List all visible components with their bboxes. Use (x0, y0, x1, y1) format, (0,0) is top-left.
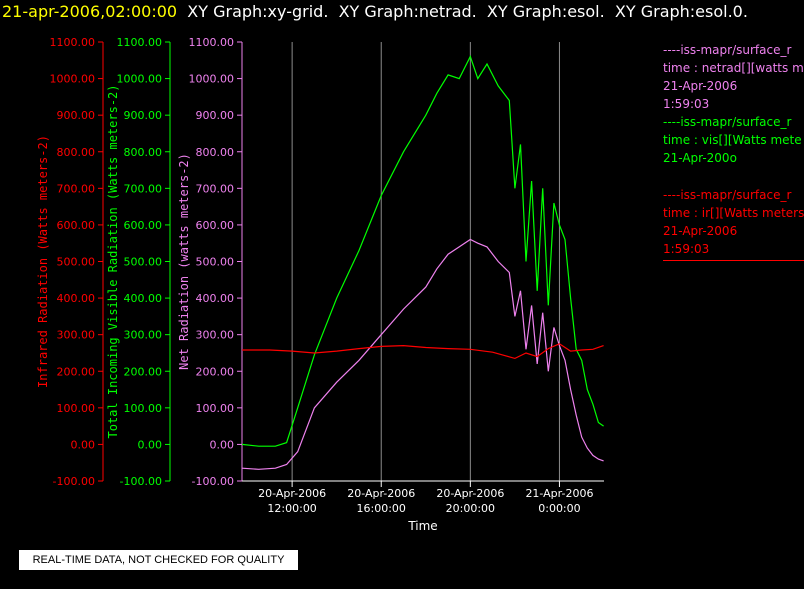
vis-tick-label-9: 800.00 (124, 146, 163, 159)
vis-tick-label-12: 1100.00 (117, 36, 163, 49)
vis-axis-title: Total Incoming Visible Radiation (Watts … (106, 84, 120, 438)
series-lines (241, 55, 604, 470)
x-tick-label-time-2: 20:00:00 (446, 502, 495, 515)
ir-tick-label-5: 400.00 (57, 292, 96, 305)
legend-ir-desc: time : ir[][Watts meters (663, 206, 804, 220)
x-tick-label-time-0: 12:00:00 (267, 502, 316, 515)
x-tick-label-time-3: 0:00:00 (538, 502, 580, 515)
net-axis-title: Net Radiation (watts meters-2) (177, 153, 191, 370)
net-tick-label-3: 200.00 (196, 365, 235, 378)
x-tick-label-date-3: 21-Apr-2006 (525, 487, 593, 500)
series-line-ir (242, 343, 604, 360)
net-tick-label-2: 100.00 (196, 402, 235, 415)
header-graph-esol: XY Graph:esol. (486, 2, 605, 21)
vis-tick-label-5: 400.00 (124, 292, 163, 305)
legend-entry-netrad: ----iss-mapr/surface_r time : netrad[][w… (663, 41, 804, 113)
ir-tick-label-12: 1100.00 (50, 36, 96, 49)
ir-tick-label-11: 1000.00 (50, 73, 96, 86)
ir-tick-label-8: 700.00 (57, 182, 96, 195)
net-tick-label-4: 300.00 (196, 329, 235, 342)
net-tick-label-11: 1000.00 (189, 73, 235, 86)
net-tick-label-7: 600.00 (196, 219, 235, 232)
net-tick-label-1: 0.00 (210, 438, 235, 451)
legend-entry-vis: ----iss-mapr/surface_r time : vis[][Watt… (663, 113, 804, 167)
net-tick-label-9: 800.00 (196, 146, 235, 159)
series-line-vis (241, 55, 604, 447)
legend-netrad-time: 1:59:03 (663, 97, 710, 111)
vis-tick-label-11: 1000.00 (117, 73, 163, 86)
header-graph-esol0: XY Graph:esol.0. (614, 2, 748, 21)
x-axis: 20-Apr-2006 12:00:00 20-Apr-2006 16:00:00 20… (242, 480, 604, 533)
net-tick-label-10: 900.00 (196, 109, 235, 122)
legend-vis-desc: time : vis[][Watts mete (663, 133, 802, 147)
x-tick-label-date-1: 20-Apr-2006 (347, 487, 415, 500)
ir-tick-label-1: 0.00 (71, 438, 96, 451)
x-tick-label-date-2: 20-Apr-2006 (436, 487, 504, 500)
vis-tick-label-10: 900.00 (124, 109, 163, 122)
legend-netrad-name: ----iss-mapr/surface_r (663, 43, 792, 57)
y-axes: -100.00 0.00 100.00 200.00 300.00 400.00 500.0… (36, 36, 243, 488)
x-axis-title: Time (407, 519, 437, 533)
legend-vis-name: ----iss-mapr/surface_r (663, 115, 792, 129)
ir-tick-label-0: -100.00 (53, 475, 95, 488)
ir-tick-label-3: 200.00 (57, 365, 96, 378)
vis-tick-label-6: 500.00 (124, 256, 163, 269)
net-tick-label-0: -100.00 (192, 475, 234, 488)
series-line-net (241, 238, 604, 470)
ir-tick-label-7: 600.00 (57, 219, 96, 232)
ir-tick-label-6: 500.00 (57, 256, 96, 269)
x-gridlines (291, 42, 560, 481)
vis-tick-label-3: 200.00 (124, 365, 163, 378)
vis-tick-label-7: 600.00 (124, 219, 163, 232)
ir-tick-label-10: 900.00 (57, 109, 96, 122)
net-tick-label-8: 700.00 (196, 182, 235, 195)
net-tick-label-5: 400.00 (196, 292, 235, 305)
vis-tick-label-8: 700.00 (124, 182, 163, 195)
vis-tick-label-2: 100.00 (124, 402, 163, 415)
legend-vis-date: 21-Apr-200o (663, 151, 737, 165)
ir-axis-title: Infrared Radiation (Watts meters-2) (36, 135, 50, 388)
x-tick-label-date-0: 20-Apr-2006 (258, 487, 326, 500)
legend-netrad-desc: time : netrad[][watts me (663, 61, 804, 75)
net-tick-label-6: 500.00 (196, 256, 235, 269)
quality-disclaimer: REAL-TIME DATA, NOT CHECKED FOR QUALITY (19, 550, 298, 570)
legend-ir-underline (663, 260, 804, 261)
x-tick-label-time-1: 16:00:00 (357, 502, 406, 515)
legend-ir-name: ----iss-mapr/surface_r (663, 188, 792, 202)
legend-netrad-date: 21-Apr-2006 (663, 79, 738, 93)
page-header: 21-apr-2006,02:00:00 XY Graph:xy-grid. X… (0, 0, 804, 24)
header-graph-netrad: XY Graph:netrad. (338, 2, 477, 21)
header-timestamp: 21-apr-2006,02:00:00 (2, 2, 178, 21)
ir-tick-label-9: 800.00 (57, 146, 96, 159)
legend-entry-ir: ----iss-mapr/surface_r time : ir[][Watts… (663, 186, 804, 261)
header-graph-xy-grid: XY Graph:xy-grid. (187, 2, 329, 21)
net-tick-label-12: 1100.00 (189, 36, 235, 49)
vis-tick-label-4: 300.00 (124, 329, 163, 342)
legend-ir-time: 1:59:03 (663, 242, 710, 256)
legend-ir-date: 21-Apr-2006 (663, 224, 738, 238)
vis-tick-label-1: 0.00 (138, 438, 163, 451)
ir-tick-label-2: 100.00 (57, 402, 96, 415)
vis-tick-label-0: -100.00 (120, 475, 162, 488)
ir-tick-label-4: 300.00 (57, 329, 96, 342)
